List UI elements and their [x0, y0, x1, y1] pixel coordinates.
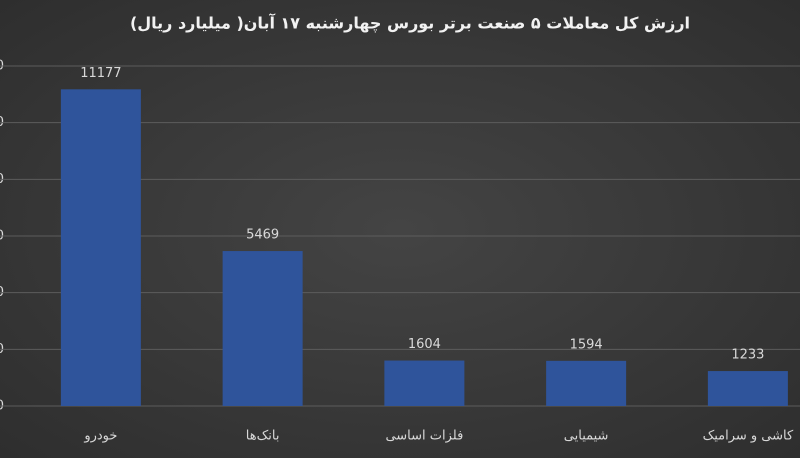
value-label: 11177 — [80, 66, 121, 81]
x-tick-label: شیمیایی — [564, 429, 609, 444]
bar — [384, 360, 465, 406]
value-label: 1233 — [731, 348, 764, 363]
value-label: 1594 — [570, 337, 603, 352]
bar — [60, 89, 141, 407]
x-tick-label: فلزات اساسی — [385, 429, 463, 444]
x-tick-label: خودرو — [83, 429, 117, 444]
value-label: 1604 — [408, 337, 441, 352]
chart-title: ارزش کل معاملات ۵ صنعت برتر بورس چهارشنب… — [130, 13, 690, 34]
bar — [707, 371, 788, 406]
value-label: 5469 — [246, 228, 279, 243]
bar — [546, 360, 627, 406]
bar — [222, 251, 303, 406]
x-tick-label: بانک‌ها — [246, 429, 280, 444]
x-tick-label: کاشی و سرامیک — [703, 429, 794, 444]
